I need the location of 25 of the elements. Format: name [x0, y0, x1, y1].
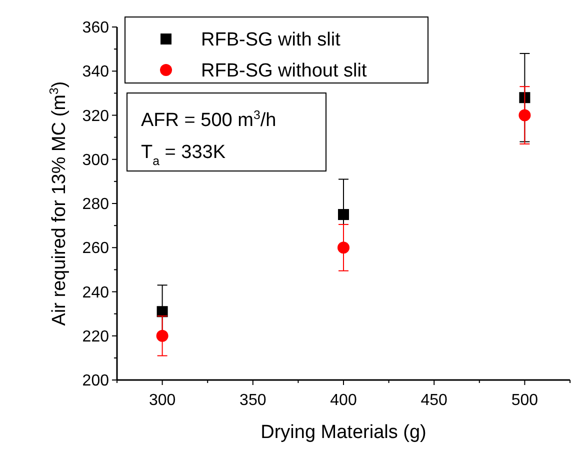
annotation: T$_{a}$ = 333K — [141, 142, 226, 168]
x-tick-label: 400 — [330, 392, 357, 409]
point — [519, 92, 530, 104]
y-tick-label: 320 — [82, 108, 110, 125]
x-axis-title: Drying Materials (g) — [260, 422, 426, 443]
y-tick-label: 360 — [82, 20, 110, 37]
x-tick-label: 500 — [511, 392, 538, 409]
y-tick-label: 200 — [82, 372, 110, 390]
y-tick-label: 340 — [82, 64, 110, 81]
annotation: AFR = 500 m$^{3}$/h — [141, 108, 276, 131]
point — [156, 330, 168, 342]
point — [338, 242, 350, 254]
point — [156, 306, 168, 318]
y-tick-label: 280 — [82, 196, 110, 214]
x-tick-label: 300 — [148, 392, 176, 409]
legend-label: RFB-SG with slit — [201, 30, 342, 51]
y-tick-label: 240 — [82, 284, 110, 302]
y-tick-label: 300 — [82, 152, 110, 169]
y-tick-label: 220 — [82, 328, 110, 346]
y-tick-label: 260 — [82, 240, 110, 258]
x-tick-label: 450 — [420, 392, 448, 409]
x-tick-label: 350 — [240, 392, 266, 409]
legend-label: RFB-SG without slit — [201, 60, 368, 82]
point — [338, 209, 349, 220]
point — [518, 109, 531, 122]
